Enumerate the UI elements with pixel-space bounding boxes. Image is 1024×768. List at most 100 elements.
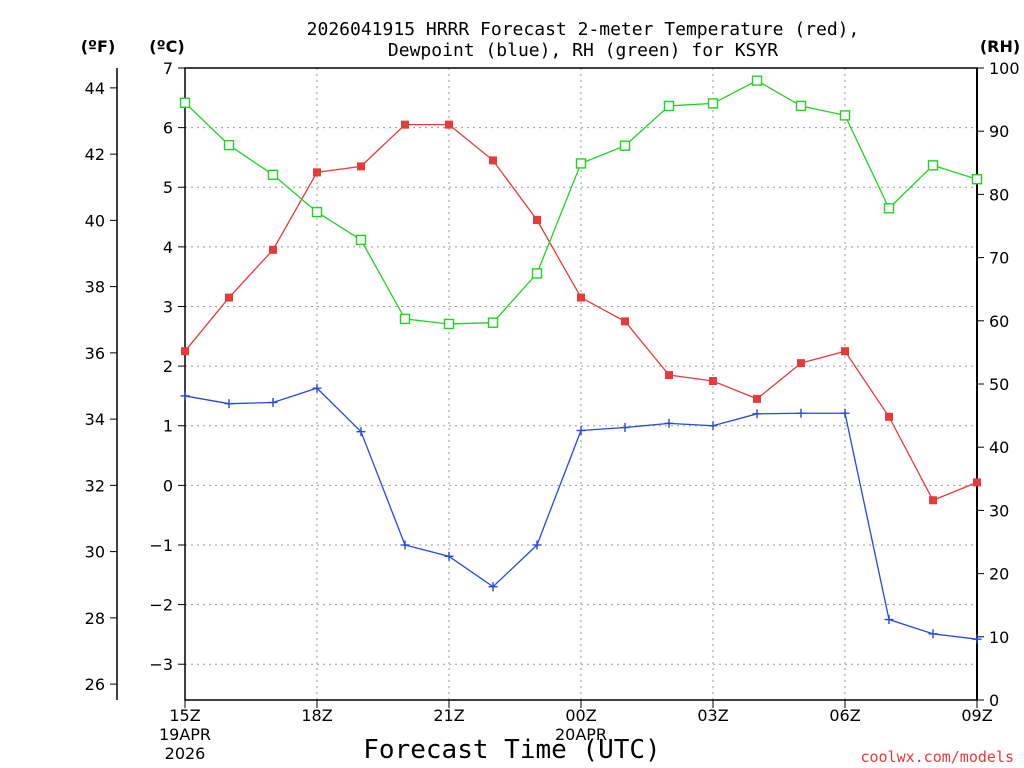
temperature-point bbox=[313, 168, 321, 177]
dewpoint-point bbox=[356, 427, 366, 437]
rh-tick-label: 30 bbox=[989, 501, 1009, 520]
x-tick-label: 09Z bbox=[961, 706, 992, 725]
rh-point bbox=[663, 100, 675, 112]
temperature-point bbox=[797, 359, 805, 368]
temperature-point bbox=[357, 162, 365, 171]
fahrenheit-unit-label: (ºF) bbox=[81, 37, 116, 56]
temperature-point bbox=[665, 371, 673, 380]
fahrenheit-tick-label: 28 bbox=[85, 609, 105, 628]
celsius-tick-label: 2 bbox=[163, 357, 173, 376]
dewpoint-point bbox=[620, 423, 630, 433]
rh-point bbox=[795, 100, 807, 112]
celsius-tick-label: −1 bbox=[149, 536, 173, 555]
fahrenheit-tick-label: 44 bbox=[85, 79, 105, 98]
celsius-tick-label: 4 bbox=[163, 238, 173, 257]
celsius-tick-label: 5 bbox=[163, 178, 173, 197]
x-date-label: 2026 bbox=[165, 744, 206, 763]
dewpoint-point bbox=[928, 629, 938, 639]
temperature-point bbox=[753, 394, 761, 403]
rh-point bbox=[399, 313, 411, 325]
temperature-point bbox=[489, 156, 497, 165]
celsius-tick-label: 6 bbox=[163, 119, 173, 138]
rh-tick-label: 100 bbox=[989, 59, 1020, 78]
temperature-point bbox=[269, 245, 277, 254]
rh-point bbox=[531, 268, 543, 279]
fahrenheit-tick-label: 38 bbox=[85, 278, 105, 297]
temperature-point bbox=[181, 347, 189, 356]
temperature-point bbox=[401, 120, 409, 129]
celsius-tick-label: 7 bbox=[163, 59, 173, 78]
dewpoint-point bbox=[840, 408, 850, 418]
temperature-point bbox=[445, 120, 453, 129]
celsius-tick-label: 1 bbox=[163, 417, 173, 436]
x-date-label: 20APR bbox=[555, 725, 607, 744]
rh-tick-label: 90 bbox=[989, 122, 1009, 141]
temperature-point bbox=[225, 293, 233, 302]
celsius-tick-label: 3 bbox=[163, 297, 173, 316]
rh-tick-label: 0 bbox=[989, 691, 999, 710]
chart-title-line1: 2026041915 HRRR Forecast 2-meter Tempera… bbox=[307, 19, 860, 40]
rh-point bbox=[179, 97, 191, 108]
celsius-unit-label: (ºC) bbox=[149, 37, 184, 56]
credit-text: coolwx.com/models bbox=[860, 748, 1014, 766]
temperature-point bbox=[709, 377, 717, 386]
rh-point bbox=[443, 318, 455, 330]
fahrenheit-tick-label: 42 bbox=[85, 145, 105, 164]
temperature-point bbox=[533, 216, 541, 225]
chart-title-line2: Dewpoint (blue), RH (green) for KSYR bbox=[388, 40, 778, 61]
dewpoint-point bbox=[444, 551, 454, 561]
temperature-point bbox=[841, 347, 849, 356]
fahrenheit-tick-label: 34 bbox=[85, 410, 105, 429]
x-tick-label: 06Z bbox=[829, 706, 860, 725]
rh-tick-label: 70 bbox=[989, 249, 1009, 268]
rh-point bbox=[223, 139, 235, 151]
rh-point bbox=[971, 174, 983, 185]
data-series bbox=[179, 75, 983, 644]
x-tick-label: 03Z bbox=[697, 706, 728, 725]
temperature-point bbox=[973, 478, 981, 487]
dewpoint-point bbox=[488, 582, 498, 592]
fahrenheit-tick-label: 26 bbox=[85, 675, 105, 694]
rh-tick-label: 40 bbox=[989, 438, 1009, 457]
fahrenheit-tick-label: 32 bbox=[85, 476, 105, 495]
temperature-point bbox=[929, 496, 937, 505]
temperature-point bbox=[577, 293, 585, 302]
rh-point bbox=[619, 140, 631, 151]
fahrenheit-tick-label: 36 bbox=[85, 344, 105, 363]
dewpoint-point bbox=[532, 540, 542, 550]
rh-tick-label: 60 bbox=[989, 312, 1009, 331]
x-tick-label: 15Z bbox=[169, 706, 200, 725]
rh-point bbox=[707, 98, 719, 109]
rh-point bbox=[311, 206, 323, 218]
fahrenheit-tick-label: 40 bbox=[85, 211, 105, 230]
rh-tick-label: 20 bbox=[989, 565, 1009, 584]
rh-tick-label: 10 bbox=[989, 628, 1009, 647]
rh-tick-label: 50 bbox=[989, 375, 1009, 394]
dewpoint-point bbox=[752, 409, 762, 419]
rh-point bbox=[575, 158, 587, 169]
dewpoint-point bbox=[268, 397, 278, 407]
rh-point bbox=[927, 160, 939, 171]
temperature-line bbox=[184, 123, 978, 502]
dewpoint-point bbox=[312, 383, 322, 393]
dewpoint-point bbox=[884, 615, 894, 625]
temperature-point bbox=[885, 412, 893, 421]
dewpoint-point bbox=[224, 399, 234, 409]
rh-point bbox=[883, 203, 895, 214]
rh-point bbox=[267, 169, 279, 181]
x-tick-label: 21Z bbox=[433, 706, 464, 725]
x-date-label: 19APR bbox=[159, 725, 211, 744]
dewpoint-point bbox=[708, 421, 718, 431]
x-axis-label: Forecast Time (UTC) bbox=[363, 735, 660, 765]
celsius-tick-label: −2 bbox=[149, 596, 173, 615]
temperature-point bbox=[621, 317, 629, 326]
dewpoint-point bbox=[576, 426, 586, 436]
rh-point bbox=[487, 317, 499, 328]
x-tick-label: 00Z bbox=[565, 706, 596, 725]
axes: −3−2−10123456726283032343638404244010203… bbox=[85, 59, 1020, 763]
dewpoint-point bbox=[664, 418, 674, 428]
dewpoint-point bbox=[796, 408, 806, 418]
x-tick-label: 18Z bbox=[301, 706, 332, 725]
rh-point bbox=[751, 75, 763, 86]
